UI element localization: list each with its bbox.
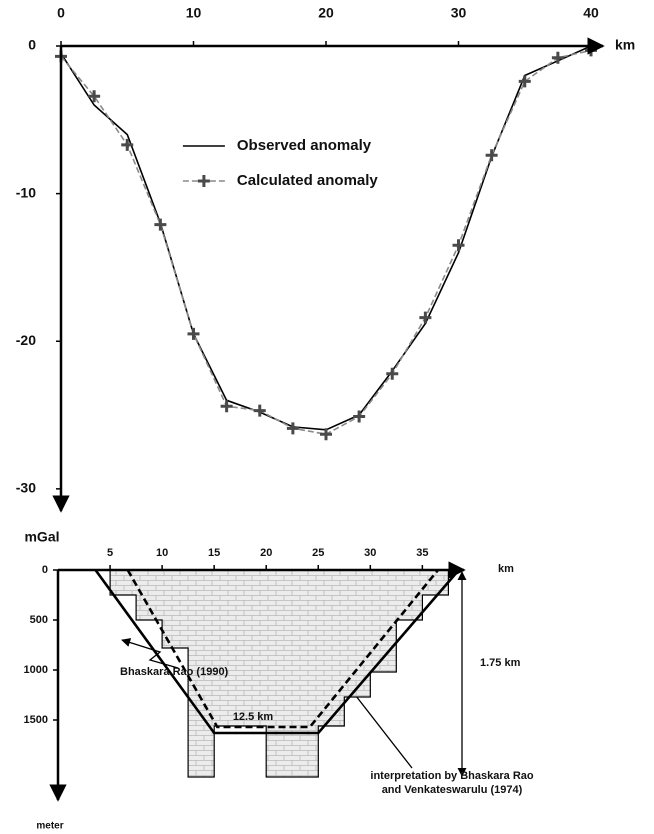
x-tick-label: 20 <box>318 5 334 21</box>
plus-marker <box>551 51 564 64</box>
x-tick-label: 10 <box>156 547 168 559</box>
y-axis-label: mGal <box>24 529 59 545</box>
legend-label: Calculated anomaly <box>237 172 379 189</box>
x-tick-label: 40 <box>583 5 599 21</box>
plus-marker <box>154 218 167 231</box>
chart: 5 10 15 20 25 30 35 0 500 1000 1500 km meter Bhaskara… <box>24 547 534 832</box>
x-tick-label: 25 <box>312 547 324 559</box>
plus-marker <box>452 239 465 252</box>
x-tick-label: 15 <box>208 547 220 559</box>
y-tick-label: 1500 <box>24 714 48 726</box>
plus-marker <box>253 404 266 417</box>
y-tick-label: 500 <box>30 614 48 626</box>
chart: 0 10 20 30 40 0 -10 -20 -30 km mGal Observed anomal… <box>16 5 635 545</box>
prism-body <box>109 569 449 778</box>
x-tick-label: 30 <box>364 547 376 559</box>
plus-marker <box>220 400 233 413</box>
legend-label: Observed anomaly <box>237 137 372 154</box>
y-tick-label: 1000 <box>24 664 48 676</box>
plus-marker <box>121 138 134 151</box>
annotation: interpretation by Bhaskara Rao <box>370 770 533 782</box>
x-tick-label: 35 <box>416 547 428 559</box>
legend-marker <box>197 175 210 187</box>
plus-marker <box>320 428 332 441</box>
y-tick-label: 0 <box>28 37 36 53</box>
plus-marker <box>518 75 531 88</box>
annotation: 1.75 km <box>480 657 521 669</box>
plus-marker <box>187 327 200 340</box>
x-tick-label: 5 <box>107 547 113 559</box>
y-tick-label: 0 <box>42 564 48 576</box>
y-axis-label: meter <box>36 821 63 832</box>
plus-marker <box>353 410 366 423</box>
y-tick-label: -10 <box>16 184 36 200</box>
annotation: and Venkateswarulu (1974) <box>382 784 523 796</box>
x-tick-label: 0 <box>57 5 65 21</box>
plus-marker <box>88 90 101 103</box>
series-line <box>94 569 460 735</box>
annotation: Bhaskara Rao (1990) <box>120 666 229 678</box>
x-tick-label: 30 <box>451 5 467 21</box>
plus-marker <box>286 422 299 435</box>
x-tick-label: 20 <box>260 547 272 559</box>
y-tick-label: -20 <box>16 332 36 348</box>
x-axis-label: km <box>498 563 514 575</box>
annotation: 12.5 km <box>233 711 274 723</box>
plus-marker <box>386 367 399 380</box>
x-tick-label: 10 <box>186 5 202 21</box>
series-line <box>60 45 592 431</box>
y-tick-label: -30 <box>16 480 36 496</box>
x-axis-label: km <box>615 37 635 53</box>
plus-marker <box>485 149 498 162</box>
plus-marker <box>419 311 432 324</box>
series-line <box>126 569 440 729</box>
